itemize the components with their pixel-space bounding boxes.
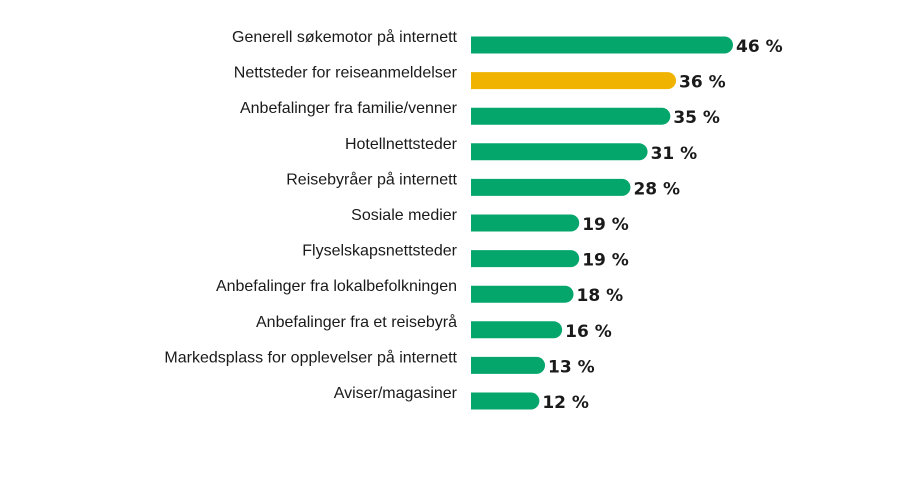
value-label-anbefalinger-fra-lokalbefolkningen: 18 % <box>577 286 624 306</box>
category-label-flyselskapsnettsteder: Flyselskapsnettsteder <box>302 243 457 260</box>
bars <box>471 36 734 410</box>
bar-reisebyraer-pa-internett <box>471 178 631 196</box>
bar-anbefalinger-fra-familie-venner <box>471 107 671 125</box>
value-label-nettsteder-for-reiseanmeldelser: 36 % <box>679 73 726 93</box>
bar-anbefalinger-fra-et-reisebyra <box>471 321 563 339</box>
category-label-hotellnettsteder: Hotellnettsteder <box>345 136 458 153</box>
bar-sosiale-medier <box>471 214 580 232</box>
category-label-anbefalinger-fra-familie-venner: Anbefalinger fra familie/venner <box>240 100 458 117</box>
value-label-flyselskapsnettsteder: 19 % <box>582 251 629 271</box>
bar-markedsplass-for-opplevelser-pa-internett <box>471 356 546 374</box>
category-label-sosiale-medier: Sosiale medier <box>351 207 458 224</box>
bar-anbefalinger-fra-lokalbefolkningen <box>471 285 574 303</box>
category-label-generell-sokemotor-pa-internett: Generell søkemotor på internett <box>232 28 458 46</box>
category-label-anbefalinger-fra-lokalbefolkningen: Anbefalinger fra lokalbefolkningen <box>216 278 457 295</box>
bar-flyselskapsnettsteder <box>471 250 580 268</box>
bar-aviser-magasiner <box>471 392 540 410</box>
bar-hotellnettsteder <box>471 143 648 161</box>
bar-generell-sokemotor-pa-internett <box>471 36 734 54</box>
category-label-reisebyraer-pa-internett: Reisebyråer på internett <box>286 170 457 188</box>
value-label-anbefalinger-fra-et-reisebyra: 16 % <box>565 322 612 342</box>
category-label-nettsteder-for-reiseanmeldelser: Nettsteder for reiseanmeldelser <box>234 65 458 82</box>
value-label-reisebyraer-pa-internett: 28 % <box>633 179 680 199</box>
category-label-aviser-magasiner: Aviser/magasiner <box>334 385 458 402</box>
bar-nettsteder-for-reiseanmeldelser <box>471 72 677 90</box>
value-label-sosiale-medier: 19 % <box>582 215 629 235</box>
category-label-anbefalinger-fra-et-reisebyra: Anbefalinger fra et reisebyrå <box>256 313 457 331</box>
category-labels: Generell søkemotor på internett Nettstede… <box>164 28 457 402</box>
value-label-anbefalinger-fra-familie-venner: 35 % <box>673 108 720 128</box>
value-labels: 46 %36 %35 %31 %28 %19 %19 %18 %16 %13 %… <box>542 37 782 413</box>
value-label-generell-sokemotor-pa-internett: 46 % <box>736 37 783 57</box>
value-label-markedsplass-for-opplevelser-pa-internett: 13 % <box>548 357 595 377</box>
value-label-aviser-magasiner: 12 % <box>542 393 589 413</box>
value-label-hotellnettsteder: 31 % <box>651 144 698 164</box>
category-label-markedsplass-for-opplevelser-pa-internett: Markedsplass for opplevelser på internet… <box>164 348 457 366</box>
